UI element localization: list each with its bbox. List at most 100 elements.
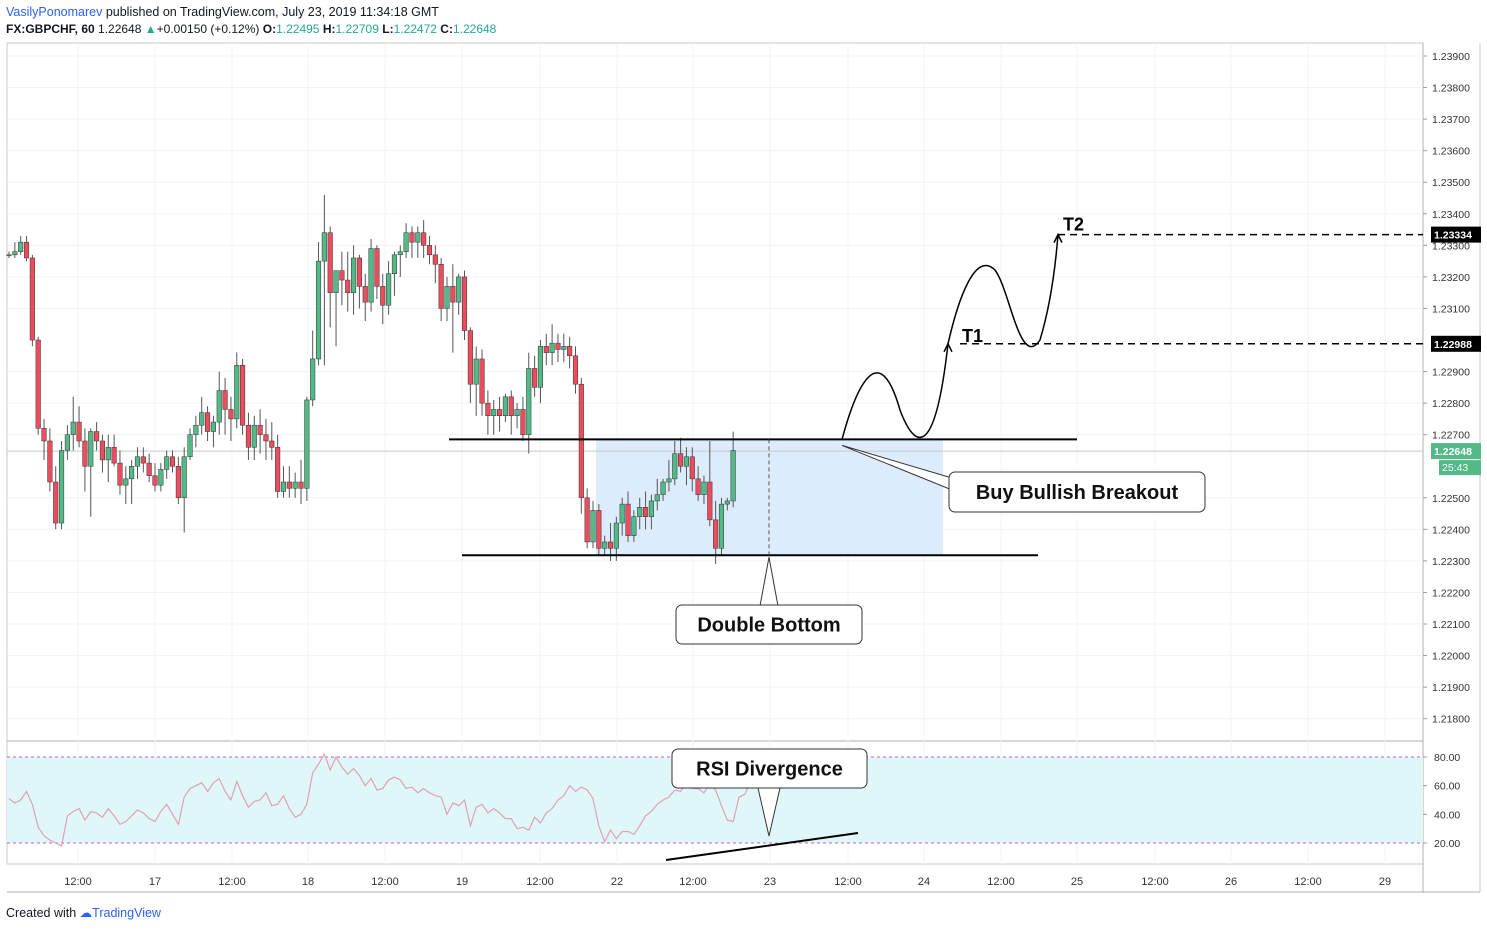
- candle: [362, 273, 368, 322]
- candle: [461, 270, 468, 341]
- candle: [152, 463, 158, 492]
- tradingview-logo-icon: ☁: [79, 906, 93, 920]
- t2-price-label-bg: [1431, 226, 1481, 243]
- candle-body: [695, 478, 701, 495]
- candle-body: [666, 478, 672, 483]
- time-tick-label: 22: [611, 876, 623, 888]
- candle-body: [520, 409, 526, 435]
- time-tick-label: 17: [149, 876, 161, 888]
- symbol-name[interactable]: FX:GBPCHF, 60: [6, 22, 95, 36]
- time-tick-label: 12:00: [371, 876, 399, 888]
- candle: [53, 466, 59, 530]
- candle: [578, 377, 584, 514]
- rsi-tick-label: 20.00: [1434, 838, 1460, 850]
- candle: [76, 406, 82, 448]
- candle: [117, 450, 123, 495]
- author-link[interactable]: VasilyPonomarev: [6, 5, 103, 19]
- candle-body: [386, 273, 392, 306]
- time-tick-label: 24: [918, 876, 930, 888]
- breakout-callout: Buy Bullish Breakout: [841, 444, 1206, 513]
- candle-body: [701, 481, 707, 495]
- candle-body: [35, 339, 41, 429]
- candle-body: [689, 456, 695, 480]
- candle-body: [660, 481, 666, 495]
- candle: [683, 447, 689, 486]
- candle-body: [426, 245, 433, 256]
- candle: [403, 223, 409, 258]
- candle-body: [18, 241, 24, 252]
- projected-path: [841, 234, 1059, 440]
- high-value: 1.22709: [335, 22, 379, 36]
- candle-body: [321, 232, 327, 262]
- candle: [339, 251, 345, 306]
- candle-body: [240, 365, 246, 426]
- last-price-label: 1.22648: [1434, 446, 1472, 458]
- high-label: H:: [322, 22, 336, 36]
- candle-body: [345, 279, 351, 293]
- candle-body: [356, 257, 362, 287]
- candle-body: [315, 260, 322, 360]
- candle-body: [351, 257, 357, 293]
- candle-body: [514, 409, 520, 416]
- price-tick-label: 1.23200: [1432, 272, 1470, 284]
- candle: [286, 466, 292, 498]
- candle: [409, 226, 415, 258]
- rsi-divergence-line: [665, 832, 859, 861]
- candle-body: [205, 412, 211, 432]
- candle-body: [561, 346, 567, 350]
- candle: [368, 239, 374, 312]
- candle-body: [105, 447, 111, 461]
- time-tick-label: 12:00: [218, 876, 246, 888]
- open-label: O:: [262, 22, 277, 36]
- candle: [298, 459, 304, 505]
- price-tick-label: 1.21800: [1432, 714, 1470, 726]
- candle: [467, 327, 473, 404]
- candle: [88, 428, 94, 517]
- candle: [695, 466, 701, 501]
- candle: [432, 245, 438, 284]
- candle-body: [456, 276, 462, 303]
- candle: [263, 418, 269, 460]
- candle: [187, 428, 193, 460]
- t1-arrow-icon: [943, 342, 953, 353]
- price-tick-label: 1.22500: [1432, 493, 1470, 505]
- candle-body: [280, 481, 287, 492]
- candle-body: [47, 440, 53, 483]
- candle: [234, 352, 240, 429]
- candle: [648, 494, 654, 530]
- price-tick-label: 1.22000: [1432, 651, 1470, 663]
- candle: [310, 330, 316, 407]
- low-label: L:: [382, 22, 394, 36]
- candle: [730, 431, 736, 508]
- candle: [532, 355, 538, 397]
- candle: [584, 488, 590, 549]
- candle-body: [99, 440, 105, 461]
- candle: [169, 450, 176, 473]
- candle-body: [415, 232, 421, 243]
- candle: [590, 500, 596, 549]
- candle: [438, 257, 444, 322]
- price-tick-label: 1.22100: [1432, 619, 1470, 631]
- candle-body: [181, 456, 187, 499]
- candle-body: [23, 241, 30, 259]
- publish-info: VasilyPonomarev published on TradingView…: [6, 5, 439, 19]
- candle: [105, 434, 111, 483]
- candle-body: [590, 510, 596, 543]
- footer: Created with ☁TradingView: [6, 905, 161, 920]
- candle: [613, 516, 619, 561]
- price-tick-label: 1.23300: [1432, 240, 1470, 252]
- t2-label: T2: [1063, 215, 1084, 235]
- candle-body: [210, 421, 216, 432]
- candle-body: [327, 232, 333, 293]
- candle-body: [94, 431, 100, 442]
- published-text: published on TradingView.com, July 23, 2…: [105, 5, 439, 19]
- price-chart[interactable]: 12:00 17 12:00 18 12:00 19 12:00 22 12:00 23 12:00…: [0, 0, 1487, 900]
- candle: [356, 254, 362, 309]
- price-tick-label: 1.23900: [1432, 51, 1470, 63]
- candle: [485, 390, 491, 435]
- candle: [654, 478, 660, 511]
- candle: [216, 371, 222, 435]
- tradingview-link[interactable]: TradingView: [92, 906, 161, 920]
- candle-body: [123, 478, 129, 486]
- time-tick-label: 12:00: [526, 876, 554, 888]
